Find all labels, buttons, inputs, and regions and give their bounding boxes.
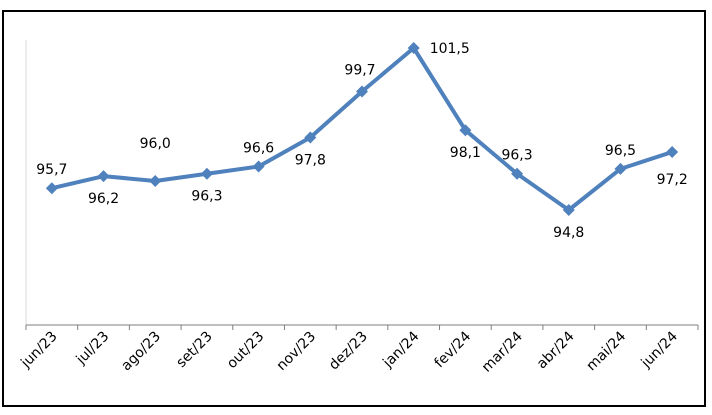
x-tick-label: abr/24 xyxy=(534,328,578,372)
data-label: 97,8 xyxy=(295,152,326,168)
data-label: 96,0 xyxy=(140,136,171,152)
data-label: 99,7 xyxy=(344,63,375,79)
x-tick-label: set/23 xyxy=(173,329,215,371)
data-label: 98,1 xyxy=(450,145,481,161)
data-point-marker xyxy=(356,85,368,98)
data-point-marker xyxy=(45,182,58,195)
data-label: 97,2 xyxy=(657,172,688,188)
data-point-marker xyxy=(149,174,162,187)
data-point-marker xyxy=(459,124,472,137)
data-label: 95,7 xyxy=(36,162,67,178)
data-point-marker xyxy=(97,170,110,183)
x-tick-label: mar/24 xyxy=(479,328,526,375)
x-tick-label: fev/24 xyxy=(432,328,475,371)
chart-frame xyxy=(2,10,706,407)
data-label: 96,3 xyxy=(501,148,532,164)
x-tick-label: jun/23 xyxy=(17,329,60,372)
x-tick-label: nov/23 xyxy=(274,329,319,374)
x-tick-label: jul/23 xyxy=(73,329,113,369)
data-point-marker xyxy=(252,160,265,173)
x-tick-label: dez/23 xyxy=(326,329,371,374)
data-point-marker xyxy=(511,167,524,180)
data-label: 101,5 xyxy=(430,41,470,57)
x-tick-label: jun/24 xyxy=(638,328,681,371)
data-labels: 95,7 96,2 96,0 96,3 96,6 97,8 99,7 101,5 98,1 96,… xyxy=(36,41,687,241)
data-point-marker xyxy=(562,204,575,216)
data-point-marker xyxy=(614,162,627,175)
data-point-marker xyxy=(666,145,679,158)
x-tick-label: out/23 xyxy=(224,329,267,372)
data-label: 96,3 xyxy=(191,189,222,205)
x-tick-label: jan/24 xyxy=(379,328,422,371)
data-label: 96,5 xyxy=(605,143,636,159)
x-tick-label: ago/23 xyxy=(118,329,164,375)
x-axis-ticks xyxy=(25,325,699,330)
data-label: 96,2 xyxy=(88,191,119,207)
data-point-marker xyxy=(200,167,213,180)
x-axis-tick-labels: jun/23 jul/23 ago/23 set/23 out/23 nov/23 dez/… xyxy=(17,328,681,375)
data-point-marker xyxy=(304,131,317,144)
data-point-marker xyxy=(407,42,420,54)
series-markers xyxy=(45,42,679,216)
data-label: 94,8 xyxy=(553,225,584,241)
x-tick-label: mai/24 xyxy=(584,328,630,374)
data-label: 96,6 xyxy=(243,140,274,156)
